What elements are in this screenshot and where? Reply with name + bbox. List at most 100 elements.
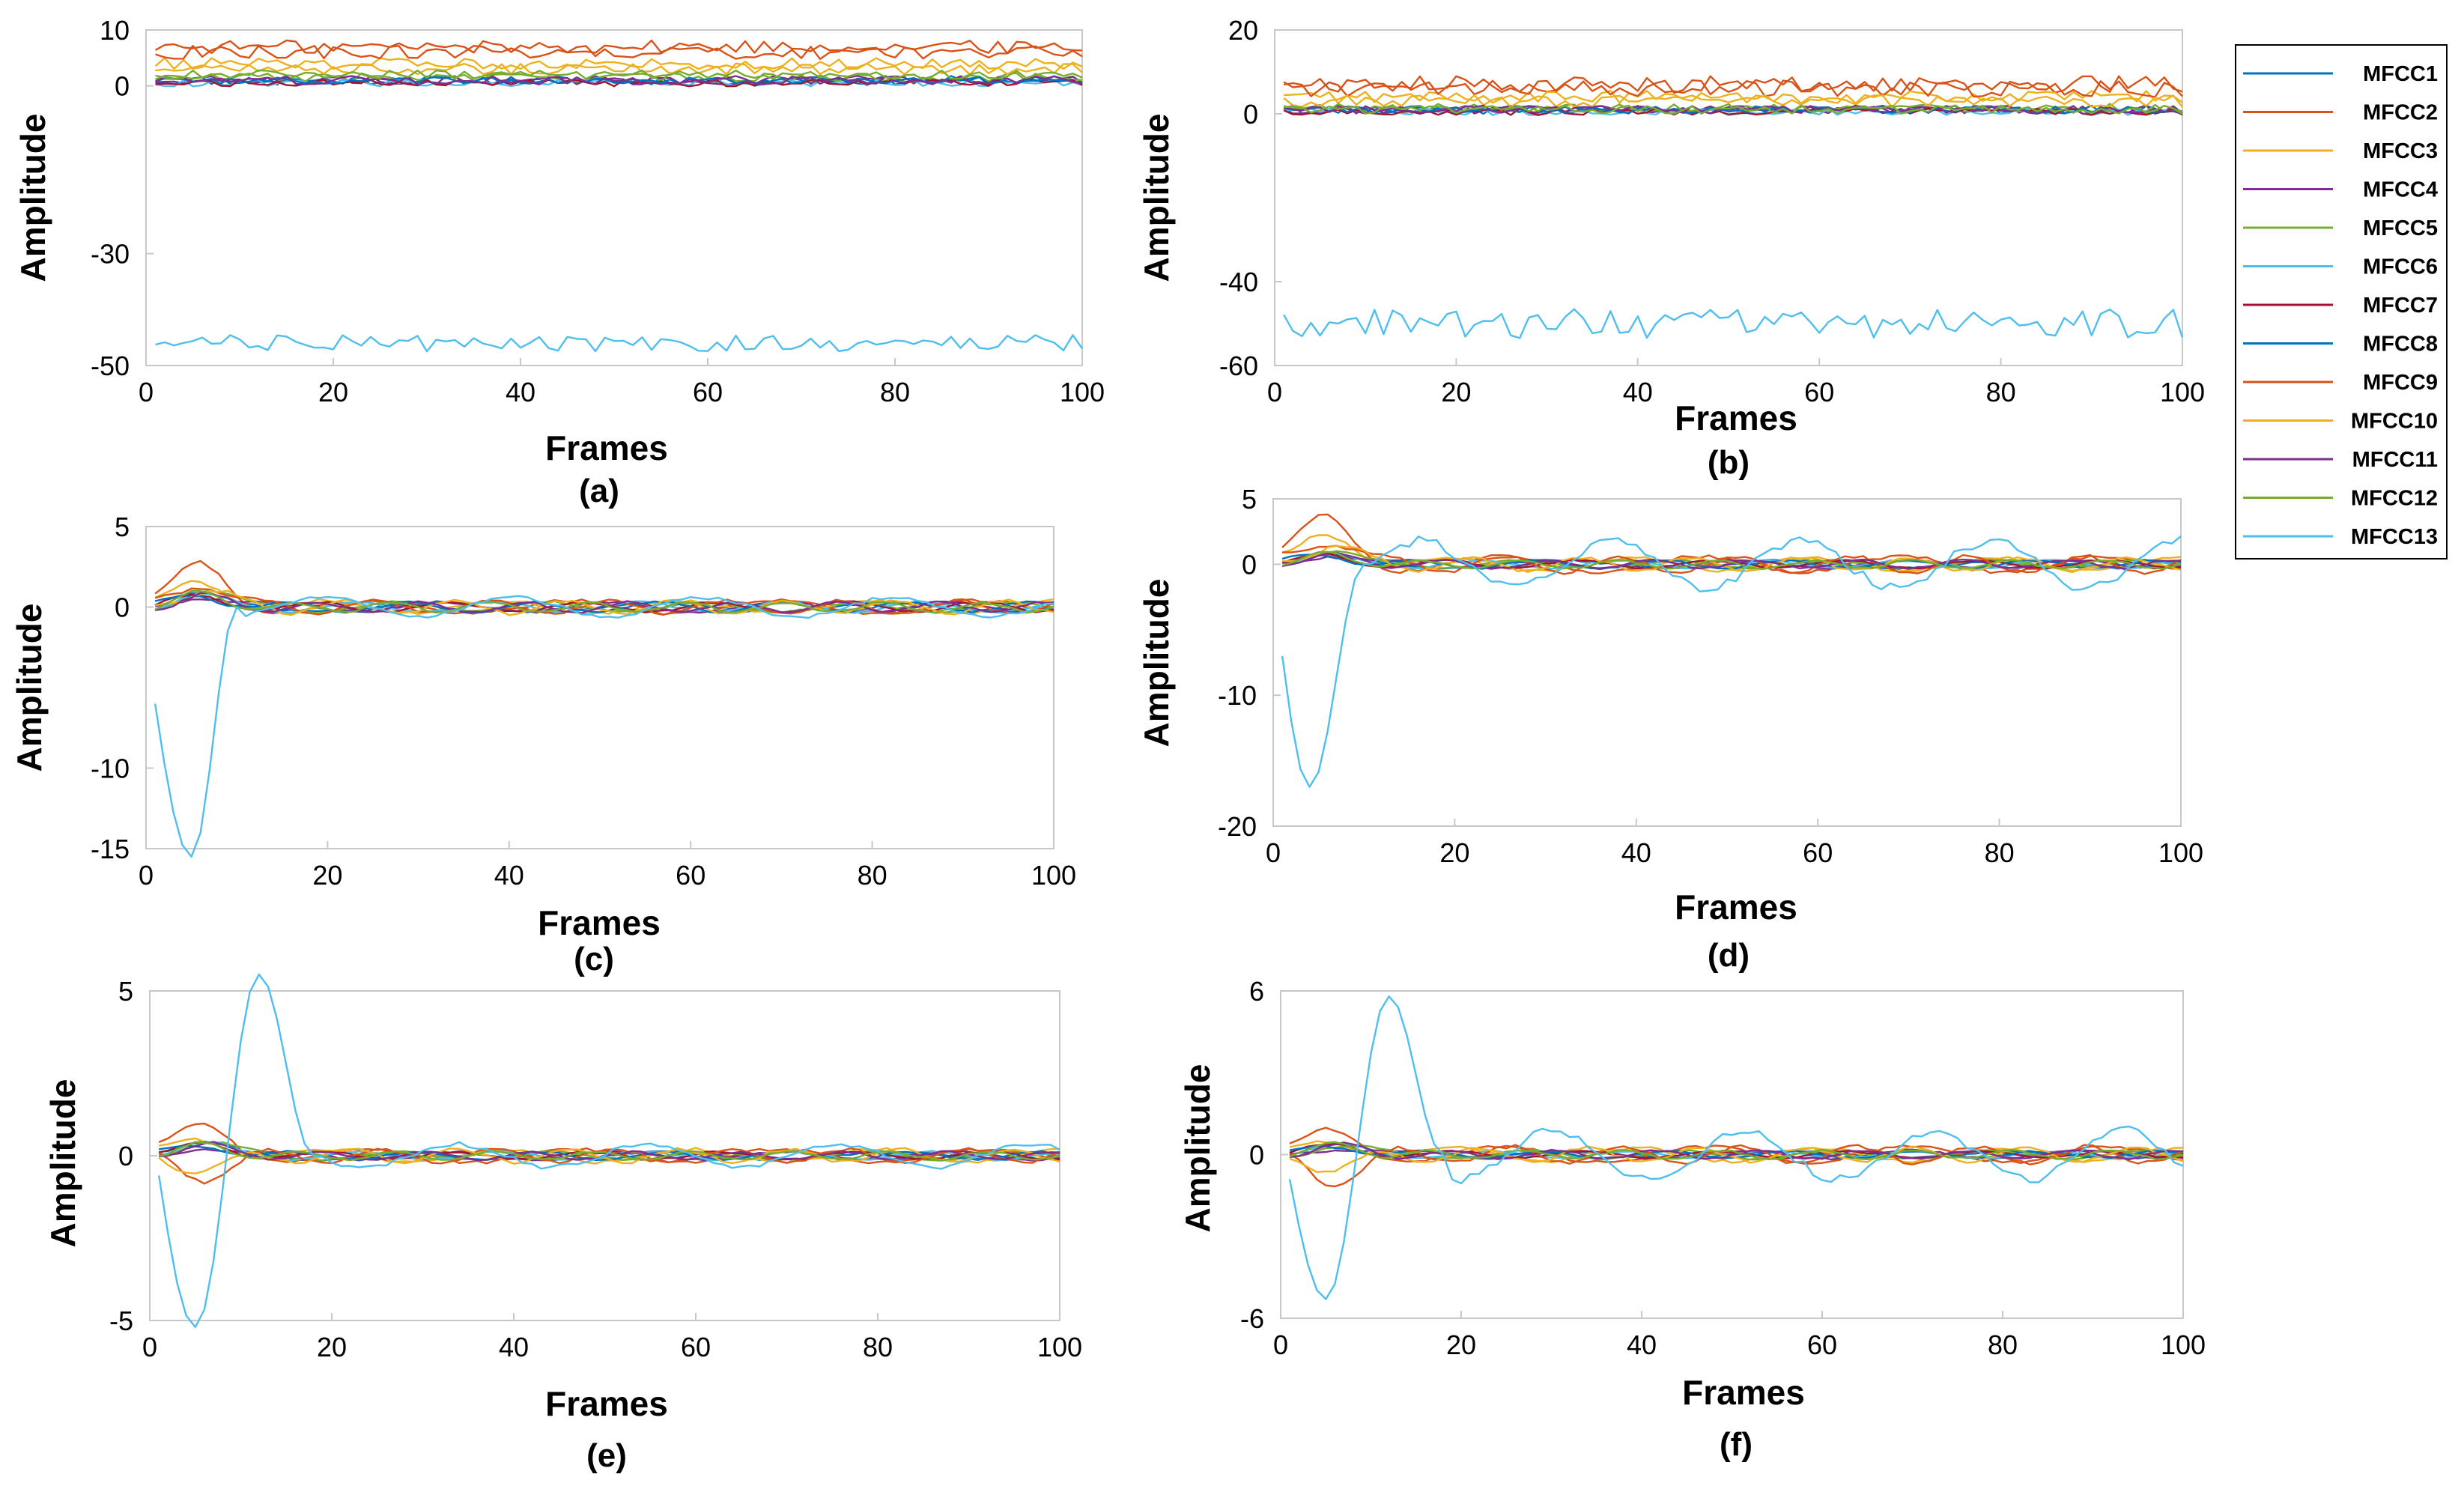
x-tick-label: 20 bbox=[317, 1332, 347, 1362]
y-tick-label: -30 bbox=[91, 239, 130, 270]
series-line-mfcc9 bbox=[1282, 545, 2182, 575]
x-tick-label: 0 bbox=[139, 860, 154, 891]
series-line-mfcc10 bbox=[154, 589, 1055, 616]
legend-entry-label: MFCC11 bbox=[2352, 448, 2438, 472]
y-tick-label: -15 bbox=[91, 834, 130, 864]
chart-panel: 0 20 40 60 80 100 5 0 -10 -20 Frames Amplitude (d) bbox=[1137, 484, 2203, 974]
y-tick-label: 0 bbox=[115, 71, 130, 102]
y-tick-label: -40 bbox=[1219, 267, 1258, 297]
series-line-mfcc9 bbox=[154, 587, 1055, 616]
series-line-mfcc9 bbox=[1283, 79, 2183, 98]
x-tick-label: 20 bbox=[1439, 837, 1469, 868]
y-tick-label: -6 bbox=[1240, 1303, 1264, 1334]
series-line-mfcc12 bbox=[1283, 104, 2183, 115]
y-tick-label: 20 bbox=[1228, 15, 1258, 46]
series-line-mfcc13 bbox=[158, 973, 1060, 1328]
x-tick-label: 60 bbox=[693, 377, 723, 407]
y-tick-label: -20 bbox=[1218, 811, 1257, 842]
x-tick-label: 80 bbox=[880, 377, 910, 407]
x-tick-label: 20 bbox=[1441, 377, 1471, 407]
y-tick-label: 0 bbox=[1242, 549, 1257, 580]
x-tick-label: 100 bbox=[1060, 377, 1105, 407]
series-line-mfcc11 bbox=[1283, 104, 2183, 115]
chart-panel: 0 20 40 60 80 100 5 0 -5 Frames Amplitude (e) bbox=[43, 973, 1082, 1474]
x-tick-label: 80 bbox=[1988, 1329, 2018, 1360]
y-tick-label: 5 bbox=[1242, 484, 1257, 515]
x-axis-label: Frames bbox=[1675, 398, 1797, 437]
legend-entry-label: MFCC2 bbox=[2363, 101, 2438, 125]
plot-area bbox=[145, 526, 1055, 849]
series-line-mfcc10 bbox=[1283, 94, 2183, 109]
series-line-mfcc10 bbox=[1289, 1145, 2184, 1173]
series-line-mfcc13 bbox=[1281, 535, 2182, 788]
x-tick-label: 0 bbox=[1266, 837, 1281, 868]
series-line-mfcc2 bbox=[154, 39, 1083, 55]
plot-area bbox=[1272, 498, 2182, 827]
y-axis-label: Amplitude bbox=[1178, 1064, 1217, 1233]
series-line-mfcc6 bbox=[158, 1140, 1060, 1162]
series-line-mfcc13 bbox=[1288, 995, 2184, 1300]
x-tick-label: 40 bbox=[1627, 1329, 1657, 1360]
x-tick-label: 20 bbox=[312, 860, 342, 891]
x-tick-label: 20 bbox=[318, 377, 348, 407]
y-tick-label: -10 bbox=[91, 753, 130, 784]
legend-entry-label: MFCC9 bbox=[2363, 371, 2438, 395]
series-line-mfcc10 bbox=[1282, 545, 2182, 574]
x-tick-label: 100 bbox=[1031, 860, 1076, 891]
series-line-mfcc8 bbox=[155, 76, 1083, 85]
legend-entry-label: MFCC6 bbox=[2363, 255, 2438, 279]
panel-caption: (f) bbox=[1720, 1426, 1753, 1463]
y-tick-label: 0 bbox=[115, 592, 130, 623]
series-line-mfcc12 bbox=[155, 69, 1083, 80]
legend-entry-label: MFCC7 bbox=[2363, 294, 2438, 318]
legend-entry-label: MFCC10 bbox=[2351, 410, 2438, 434]
y-tick-label: 0 bbox=[118, 1141, 133, 1171]
y-tick-label: -60 bbox=[1219, 351, 1258, 381]
x-axis-label: Frames bbox=[545, 1384, 668, 1423]
legend-entry-label: MFCC5 bbox=[2363, 216, 2438, 240]
x-tick-label: 60 bbox=[676, 860, 705, 891]
panel-caption: (b) bbox=[1708, 444, 1750, 481]
x-tick-label: 0 bbox=[142, 1332, 157, 1362]
series-line-mfcc3 bbox=[1284, 90, 2183, 105]
legend-entry-label: MFCC3 bbox=[2363, 139, 2438, 163]
x-tick-label: 0 bbox=[1267, 377, 1282, 407]
chart-panel: 0 20 40 60 80 100 5 0 -10 -15 Frames Amplitude (c) bbox=[10, 512, 1076, 977]
plot-area bbox=[1274, 29, 2183, 366]
panel-caption: (c) bbox=[574, 941, 614, 977]
x-tick-label: 60 bbox=[1807, 1329, 1837, 1360]
x-tick-label: 60 bbox=[1804, 377, 1834, 407]
series-line-mfcc12 bbox=[1289, 1141, 2184, 1161]
x-tick-label: 40 bbox=[499, 1332, 529, 1362]
y-axis-label: Amplitude bbox=[10, 604, 49, 772]
legend-box bbox=[2235, 44, 2448, 560]
y-axis-label: Amplitude bbox=[43, 1079, 82, 1248]
x-tick-label: 40 bbox=[506, 377, 535, 407]
series-line-mfcc13 bbox=[154, 595, 1055, 858]
x-axis-label: Frames bbox=[545, 428, 668, 467]
y-tick-label: 5 bbox=[118, 976, 133, 1007]
x-tick-label: 80 bbox=[863, 1332, 893, 1362]
y-axis-label: Amplitude bbox=[1137, 114, 1176, 282]
y-tick-label: 10 bbox=[100, 15, 130, 46]
legend-entry-label: MFCC1 bbox=[2363, 62, 2438, 86]
series-line-mfcc11 bbox=[155, 75, 1083, 86]
x-tick-label: 0 bbox=[1273, 1329, 1288, 1360]
x-tick-label: 40 bbox=[494, 860, 524, 891]
x-tick-label: 0 bbox=[139, 377, 154, 407]
legend-entry-label: MFCC13 bbox=[2351, 525, 2438, 549]
x-tick-label: 40 bbox=[1623, 377, 1653, 407]
panel-caption: (a) bbox=[579, 473, 619, 509]
series-line-mfcc3 bbox=[154, 57, 1083, 70]
legend-entry-label: MFCC12 bbox=[2351, 487, 2438, 511]
x-tick-label: 100 bbox=[2160, 377, 2205, 407]
y-tick-label: -50 bbox=[91, 351, 130, 381]
series-line-mfcc12 bbox=[154, 589, 1055, 614]
x-tick-label: 20 bbox=[1446, 1329, 1476, 1360]
series-line-mfcc13 bbox=[1283, 308, 2184, 339]
panel-caption: (e) bbox=[586, 1437, 627, 1474]
panel-caption: (d) bbox=[1708, 937, 1750, 974]
series-line-mfcc12 bbox=[1281, 551, 2182, 570]
